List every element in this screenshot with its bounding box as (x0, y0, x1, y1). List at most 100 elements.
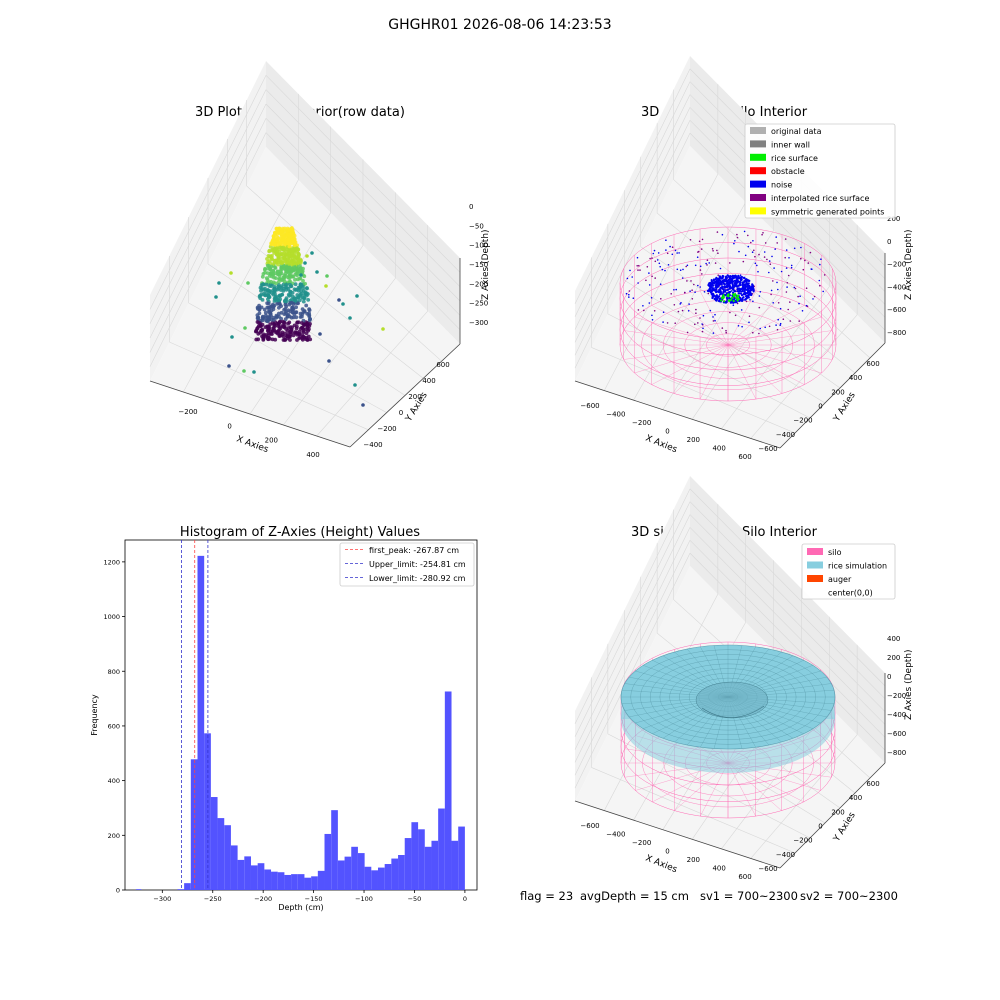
scatter-point (217, 281, 221, 285)
noise-point (710, 282, 713, 286)
noise-point (790, 266, 793, 269)
scatter-point (252, 370, 256, 374)
noise-point (718, 288, 721, 291)
noise-point (818, 279, 821, 282)
scatter-point (298, 315, 303, 319)
scatter-point (290, 325, 294, 330)
legend-label: center(0,0) (828, 589, 873, 598)
scatter-point (295, 324, 299, 329)
histogram-bar (304, 877, 312, 890)
scatter-point (259, 292, 264, 297)
panel-title: Histogram of Z-Axies (Height) Values (180, 525, 420, 540)
scatter-point (279, 267, 283, 272)
noise-point (724, 289, 727, 292)
scatter-point (242, 369, 246, 373)
grid-line (633, 202, 746, 401)
noise-point (701, 323, 703, 325)
noise-point (798, 320, 800, 322)
noise-point (730, 278, 733, 281)
scatter-point (271, 318, 276, 322)
histogram-bar (297, 874, 305, 890)
scatter-point (298, 285, 302, 290)
legend-label: auger (828, 575, 852, 584)
noise-point (656, 259, 659, 261)
scatter-point (276, 280, 281, 284)
scatter-point (341, 302, 345, 306)
tick-label: 400 (849, 374, 862, 382)
noise-point (757, 270, 759, 273)
status-sv1: sv1 = 700~2300 (700, 889, 798, 903)
legend-label: first_peak: -267.87 cm (369, 546, 459, 555)
noise-point (650, 297, 653, 299)
tick-label: 0 (227, 422, 231, 430)
floor-spoke (673, 296, 729, 346)
histogram-bar (177, 889, 185, 890)
noise-point (637, 309, 640, 311)
noise-point (636, 256, 639, 259)
noise-point (673, 289, 675, 291)
tick-label: −800 (887, 749, 906, 757)
scatter-point (265, 301, 270, 306)
scatter-point (272, 258, 277, 263)
scatter-point (263, 266, 267, 271)
noise-point (716, 284, 720, 287)
noise-point (708, 288, 712, 291)
histogram-bar (364, 866, 372, 890)
noise-point (628, 296, 630, 298)
noise-point (716, 298, 719, 301)
noise-point (776, 242, 778, 244)
tick-label: −600 (758, 865, 777, 873)
noise-point (742, 285, 745, 288)
noise-point (732, 291, 735, 294)
histogram-bar (210, 797, 218, 890)
tick-label: 200 (687, 856, 700, 864)
noise-point (758, 253, 760, 256)
noise-point (736, 277, 739, 280)
noise-point (772, 302, 774, 304)
noise-point (772, 280, 774, 282)
noise-point (688, 303, 690, 305)
noise-point (770, 293, 772, 296)
y-tick-labels: −600 −400 −200 0 200 400 600 (758, 360, 879, 453)
noise-point (639, 269, 641, 271)
noise-point (662, 311, 665, 314)
z-tick-labels: 0 −50 −100 −150 −200 −250 −300 (469, 203, 488, 327)
noise-point (718, 275, 721, 278)
scatter-point (288, 271, 293, 276)
noise-point (701, 330, 704, 333)
histogram-bar (136, 889, 142, 890)
legend-label: rice simulation (828, 562, 887, 571)
grid-line (604, 174, 719, 391)
noise-point (737, 274, 740, 277)
noise-point (645, 279, 647, 282)
histogram-bar (451, 840, 459, 890)
legend-label: symmetric generated points (771, 207, 884, 216)
noise-point (657, 252, 660, 254)
scatter-point (291, 261, 296, 266)
floor-spoke (699, 344, 729, 400)
histogram-bar (377, 867, 385, 890)
noise-point (649, 257, 651, 260)
noise-point (711, 248, 714, 250)
noise-point (740, 275, 744, 279)
noise-point (762, 232, 764, 234)
noise-point (629, 269, 631, 272)
status-sv2: sv2 = 700~2300 (800, 889, 898, 903)
noise-point (676, 268, 679, 271)
noise-point (715, 294, 719, 297)
legend-swatch (750, 153, 766, 161)
noise-point (721, 287, 724, 290)
noise-point (707, 292, 710, 295)
scatter-point (243, 326, 247, 330)
axis-line (779, 762, 886, 869)
noise-point (643, 309, 645, 312)
noise-point (736, 290, 740, 293)
scatter-point (301, 299, 306, 304)
tick-label: 600 (866, 780, 879, 788)
histogram-bar (311, 876, 318, 890)
grid-line (691, 258, 802, 420)
noise-point (822, 290, 824, 293)
noise-point (722, 281, 725, 284)
floor-spoke (727, 344, 757, 400)
noise-point (735, 301, 738, 304)
